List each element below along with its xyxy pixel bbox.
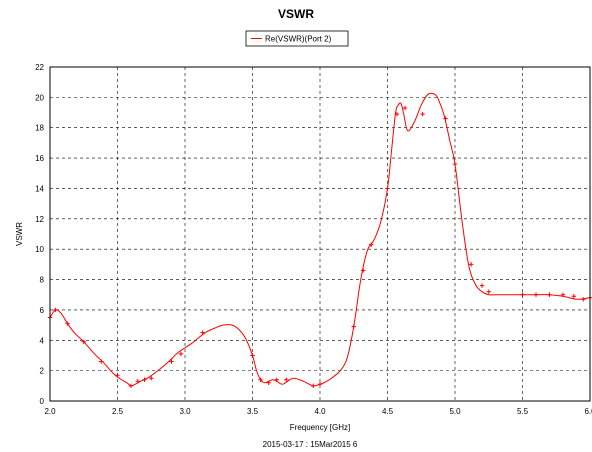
x-tick-label: 3.5 xyxy=(247,407,259,416)
data-point-marker xyxy=(200,330,205,335)
data-point-marker xyxy=(53,307,58,313)
data-point-marker xyxy=(149,376,154,381)
data-point-marker xyxy=(258,377,263,382)
data-point-marker xyxy=(169,359,174,364)
data-point-marker xyxy=(178,351,184,357)
data-point-marker xyxy=(250,353,255,358)
y-tick-label: 10 xyxy=(35,245,44,254)
y-tick-label: 16 xyxy=(35,154,44,163)
data-point-marker xyxy=(560,292,566,297)
y-tick-label: 12 xyxy=(35,215,44,224)
y-tick-label: 14 xyxy=(35,184,44,193)
y-axis-label: VSWR xyxy=(15,222,24,246)
data-point-marker xyxy=(520,292,525,297)
data-point-marker xyxy=(65,321,70,326)
data-point-marker xyxy=(443,116,448,121)
data-point-marker xyxy=(479,283,485,288)
data-point-marker xyxy=(361,268,366,273)
x-tick-label: 2.0 xyxy=(44,407,56,416)
data-point-marker xyxy=(317,382,323,387)
x-tick-label: 4.0 xyxy=(314,407,326,416)
grid xyxy=(50,67,590,401)
x-tick-label: 6.0 xyxy=(584,407,592,416)
data-point-marker xyxy=(81,339,86,344)
y-tick-label: 2 xyxy=(40,367,45,376)
legend: Re(VSWR)(Port 2) xyxy=(245,30,349,47)
data-point-marker xyxy=(452,161,458,167)
data-point-marker xyxy=(266,380,271,385)
x-axis-ticks: 2.0 2.5 3.0 3.5 4.0 4.5 5.0 5.5 6.0 xyxy=(44,407,592,416)
data-point-marker xyxy=(469,262,474,267)
data-point-marker xyxy=(581,297,586,302)
y-tick-label: 4 xyxy=(40,336,45,345)
data-point-marker xyxy=(351,324,356,329)
y-tick-label: 6 xyxy=(40,306,45,315)
y-axis-ticks: 0 2 4 6 8 10 12 14 16 18 20 22 xyxy=(35,63,44,406)
data-point-marker xyxy=(369,242,374,247)
series-group xyxy=(47,92,592,389)
x-axis-label: Frequency [GHz] xyxy=(290,423,350,432)
data-point-marker xyxy=(311,383,316,389)
chart-title: VSWR xyxy=(278,7,314,21)
x-tick-label: 5.0 xyxy=(449,407,461,416)
data-point-marker xyxy=(274,377,279,382)
data-point-marker xyxy=(533,292,539,297)
data-point-marker xyxy=(142,377,147,382)
data-point-marker xyxy=(402,105,408,111)
legend-box xyxy=(245,30,349,47)
data-point-marker xyxy=(571,294,576,299)
data-point-marker xyxy=(115,372,120,378)
x-tick-label: 5.5 xyxy=(517,407,529,416)
y-tick-label: 8 xyxy=(40,276,45,285)
x-tick-label: 3.0 xyxy=(179,407,191,416)
y-tick-label: 20 xyxy=(35,93,44,102)
data-point-marker xyxy=(99,359,104,364)
legend-label: Re(VSWR)(Port 2) xyxy=(265,35,332,44)
data-point-marker xyxy=(420,111,425,117)
y-tick-label: 18 xyxy=(35,124,44,133)
plot-area-frame xyxy=(49,66,591,402)
data-point-marker xyxy=(385,186,390,191)
y-tick-label: 22 xyxy=(35,63,44,72)
data-point-marker xyxy=(128,383,134,389)
chart-footer: 2015-03-17 : 15Mar2015 6 xyxy=(263,440,358,449)
x-tick-label: 2.5 xyxy=(112,407,124,416)
x-tick-label: 4.5 xyxy=(382,407,394,416)
series-line xyxy=(49,92,591,387)
data-point-marker xyxy=(284,377,289,382)
y-tick-label: 0 xyxy=(40,397,45,406)
data-point-marker xyxy=(486,289,491,294)
data-point-marker xyxy=(394,111,400,117)
data-point-marker xyxy=(135,379,140,384)
data-point-marker xyxy=(547,292,552,297)
